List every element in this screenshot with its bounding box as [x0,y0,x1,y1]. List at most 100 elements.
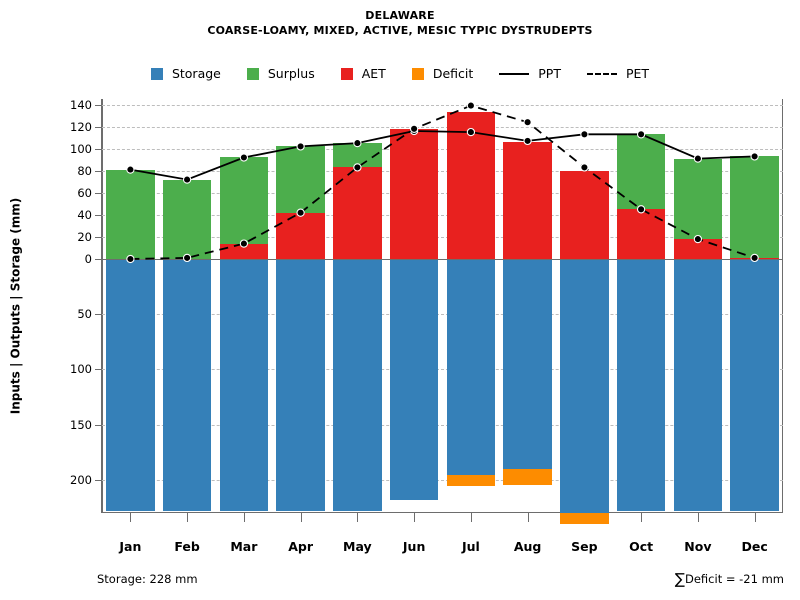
bar-group-may[interactable] [333,99,382,513]
legend-label: Deficit [432,66,474,81]
bar-group-apr[interactable] [276,99,325,513]
bar-segment-storage [106,259,155,511]
y-100-tick [95,148,102,150]
bar-segment-surplus [673,158,723,240]
y-lower-150-label: 150 [70,417,92,432]
bar-segment-aet [446,112,496,259]
y-140-label: 140 [70,97,92,112]
y-lower-200-tick [95,479,102,481]
bar-group-feb[interactable] [162,99,212,513]
y-80-tick [95,170,102,172]
y-60-label: 60 [77,185,92,200]
bar-segment-surplus [730,156,779,258]
y-0-tick [95,259,102,260]
legend-label: Storage [171,66,221,81]
bar-group-nov[interactable] [673,99,723,513]
chart-title-secondary: COARSE-LOAMY, MIXED, ACTIVE, MESIC TYPIC… [207,24,593,37]
y-axis: 0 20 40 60 80 100 120 140 50 100 150 200 [70,98,102,513]
bar-group-aug[interactable] [503,99,552,513]
bar-group-oct[interactable] [616,99,666,513]
x-label-mar: Mar [230,539,258,554]
bar-segment-storage [276,259,325,511]
red-square-icon [340,67,353,80]
x-tick-aug [527,513,529,522]
y-80-label: 80 [77,163,92,178]
y-lower-100-tick [95,369,102,371]
x-tick-mar [243,513,245,522]
gridline-lower-150 [102,424,783,426]
legend-item-surplus[interactable]: Surplus [246,66,315,81]
y-20-label: 20 [77,229,92,244]
bar-segment-aet [616,209,666,259]
bar-segment-surplus [333,143,382,168]
bar-segment-surplus [616,134,666,210]
bar-segment-storage [673,259,723,511]
y-100-label: 100 [70,141,92,156]
green-square-icon [246,67,259,80]
chart-legend: Storage Surplus AET Deficit PPT PET [0,66,800,81]
x-label-oct: Oct [629,539,654,554]
y-60-tick [95,192,102,194]
bar-segment-aet [389,128,439,259]
y-lower-50-label: 50 [77,307,92,322]
bar-group-jul[interactable] [446,99,496,513]
bar-segment-aet [673,239,723,259]
legend-label: PPT [538,66,561,81]
bar-group-dec[interactable] [730,99,779,513]
bar-segment-aet [333,167,382,259]
x-tick-jan [130,513,132,522]
y-120-tick [95,126,102,128]
x-tick-feb [187,513,189,522]
x-label-sep: Sep [571,539,598,554]
bar-segment-deficit [503,468,552,486]
dashed-line-icon [586,72,617,75]
bar-segment-storage [446,259,496,476]
y-lower-50-tick [95,314,102,316]
bar-segment-storage [389,259,439,500]
y-20-tick [95,236,102,238]
x-label-aug: Aug [513,539,542,554]
bar-group-mar[interactable] [219,99,269,513]
legend-item-storage[interactable]: Storage [150,66,221,81]
gridline-lower-200 [102,479,783,481]
bar-group-jan[interactable] [106,99,155,513]
solid-line-icon [499,72,530,75]
deficit-note-label: Deficit = -21 mm [685,572,784,586]
bar-segment-surplus [219,157,269,244]
legend-item-ppt[interactable]: PPT [499,66,561,81]
legend-item-deficit[interactable]: Deficit [411,66,474,81]
bar-segment-storage [730,259,779,511]
bar-segment-aet [276,212,325,259]
bar-segment-storage [560,259,609,513]
bar-segment-storage [333,259,382,511]
x-label-apr: Apr [288,539,314,554]
legend-item-aet[interactable]: AET [340,66,386,81]
bar-group-jun[interactable] [389,99,439,513]
bar-segment-surplus [106,169,155,259]
chart-title-primary: DELAWARE [365,9,435,22]
x-label-nov: Nov [684,539,712,554]
deficit-note: ∑Deficit = -21 mm [675,570,784,588]
legend-item-pet[interactable]: PET [586,66,650,81]
y-lower-200-label: 200 [70,472,92,487]
sigma-icon: ∑ [674,570,685,588]
bar-segment-aet [219,243,269,259]
legend-label: PET [625,66,650,81]
x-tick-jun [414,513,416,522]
x-tick-dec [754,513,756,522]
x-label-jul: Jul [461,539,480,554]
gridline-lower-50 [102,314,783,316]
x-tick-jul [470,513,472,522]
x-label-may: May [343,539,372,554]
x-tick-nov [697,513,699,522]
x-label-jan: Jan [119,539,142,554]
blue-square-icon [150,67,163,80]
bar-group-sep[interactable] [560,99,609,524]
bar-segment-aet [503,142,552,259]
y-lower-150-tick [95,424,102,426]
x-label-feb: Feb [174,539,200,554]
plot-area [102,99,783,524]
x-tick-apr [300,513,302,522]
bar-segment-surplus [276,146,325,213]
